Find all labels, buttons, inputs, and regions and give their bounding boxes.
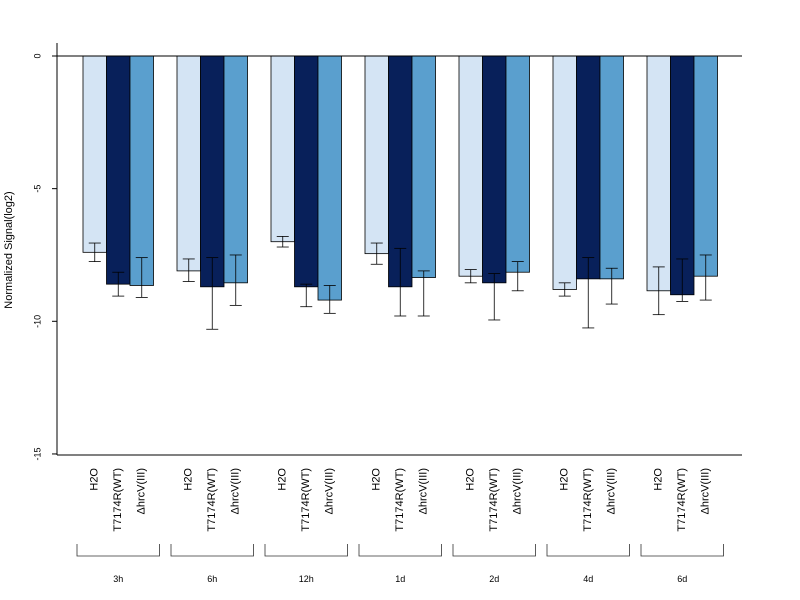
error-bar — [112, 271, 125, 297]
bar — [200, 55, 225, 288]
bar — [176, 55, 201, 272]
y-tick-label: 0 — [32, 53, 42, 58]
category-label: H2O — [89, 468, 101, 491]
error-bar — [182, 258, 195, 282]
error-bar — [88, 242, 101, 263]
error-bar — [676, 258, 689, 302]
error-bar — [206, 257, 219, 330]
category-labels: H2O T7174R(WT) ΔhrcV(III) H2O T7174R(WT) Δhrc… — [89, 468, 712, 532]
bar — [646, 55, 671, 292]
bar — [552, 55, 577, 290]
error-bar — [582, 257, 595, 329]
error-bar — [135, 257, 148, 298]
error-bar — [464, 269, 477, 284]
bar — [505, 55, 530, 273]
error-bars — [88, 236, 712, 330]
bar — [693, 55, 718, 277]
category-label: H2O — [465, 468, 477, 491]
bar — [270, 55, 295, 243]
axes-lines — [57, 55, 742, 456]
y-tick-label: -10 — [32, 315, 42, 328]
error-bar — [276, 236, 289, 248]
category-label: T7174R(WT) — [676, 468, 688, 532]
category-label: ΔhrcV(III) — [230, 468, 242, 514]
bar — [599, 55, 624, 280]
error-bar — [229, 254, 242, 306]
bar — [223, 55, 248, 284]
y-axis: 0 -5 -10 -15 — [32, 43, 58, 460]
y-axis-label: Normalized Signal(log2) — [3, 191, 15, 308]
bar — [364, 55, 389, 255]
category-label: T7174R(WT) — [582, 468, 594, 532]
category-label: H2O — [183, 468, 195, 491]
group-label: 1d — [395, 574, 405, 584]
bar — [294, 55, 319, 288]
category-label: T7174R(WT) — [206, 468, 218, 532]
category-label: ΔhrcV(III) — [418, 468, 430, 514]
category-label: ΔhrcV(III) — [606, 468, 618, 514]
bar — [411, 55, 436, 278]
category-label: ΔhrcV(III) — [324, 468, 336, 514]
error-bar — [370, 242, 383, 265]
y-tick-label: -5 — [32, 185, 42, 193]
error-bar — [652, 266, 665, 316]
category-label: T7174R(WT) — [300, 468, 312, 532]
bar — [82, 55, 107, 253]
group-bracket — [358, 544, 442, 557]
error-bar — [699, 254, 712, 301]
bar — [458, 55, 483, 277]
category-label: H2O — [277, 468, 289, 491]
category-label: T7174R(WT) — [394, 468, 406, 532]
error-bar — [394, 247, 407, 317]
category-label: T7174R(WT) — [488, 468, 500, 532]
group-bracket — [546, 544, 630, 557]
error-bar — [417, 270, 430, 317]
category-label: T7174R(WT) — [112, 468, 124, 532]
group-label: 2d — [489, 574, 499, 584]
category-label: H2O — [559, 468, 571, 491]
bar — [482, 55, 507, 284]
bar — [317, 55, 342, 301]
bar — [106, 55, 131, 285]
error-bar — [558, 282, 571, 297]
group-brackets: 3h 6h 12h 1d 2d 4d 6d — [76, 544, 724, 584]
category-label: ΔhrcV(III) — [136, 468, 148, 514]
category-label: ΔhrcV(III) — [512, 468, 524, 514]
category-label: H2O — [371, 468, 383, 491]
group-label: 6h — [207, 574, 217, 584]
y-tick-label: -15 — [32, 447, 42, 460]
bar — [129, 55, 154, 286]
group-bracket — [264, 544, 348, 557]
group-bracket — [640, 544, 724, 557]
error-bar — [488, 273, 501, 321]
bar — [576, 55, 601, 280]
group-bracket — [170, 544, 254, 557]
group-bracket — [76, 544, 160, 557]
bars — [82, 55, 718, 301]
error-bar — [323, 285, 336, 314]
group-label: 3h — [113, 574, 123, 584]
group-label: 12h — [299, 574, 314, 584]
group-label: 4d — [583, 574, 593, 584]
error-bar — [511, 261, 524, 292]
category-label: H2O — [653, 468, 665, 491]
error-bar — [605, 267, 618, 305]
group-label: 6d — [677, 574, 687, 584]
group-bracket — [452, 544, 536, 557]
category-label: ΔhrcV(III) — [700, 468, 712, 514]
error-bar — [300, 283, 313, 308]
